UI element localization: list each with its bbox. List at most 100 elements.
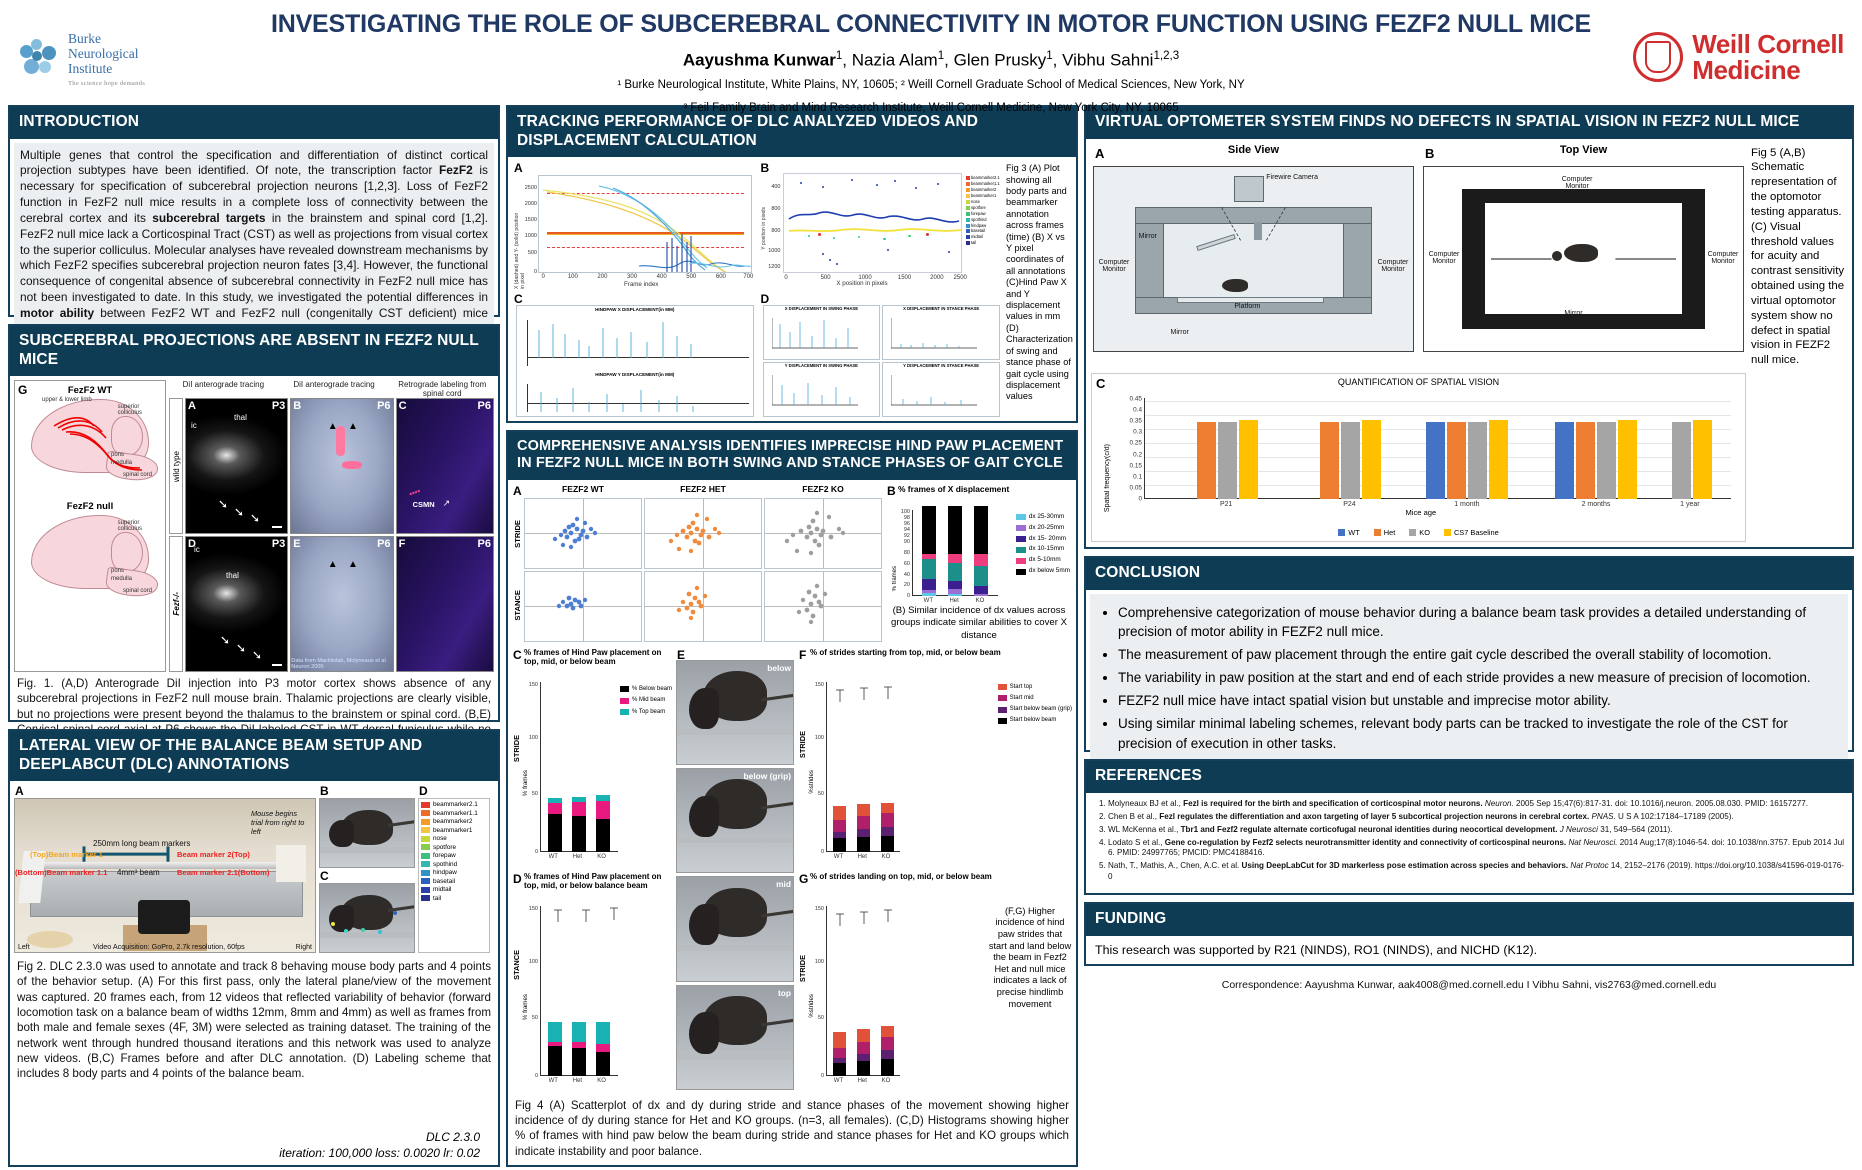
fig1-wt-label: FezF2 WT [67, 385, 113, 397]
fig4f-title: % of strides starting from top, mid, or … [810, 647, 1001, 657]
wc-line2: Medicine [1692, 55, 1801, 85]
fig4g-ylabel: %strides [808, 993, 815, 1018]
funding-heading: FUNDING [1086, 904, 1852, 936]
fig4g-caption: (F,G) Higher incidence of hind paw strid… [988, 905, 1072, 1009]
figure-1: G FezF2 WT upper & lower limb [14, 380, 495, 673]
weill-cornell-logo: Weill Cornell Medicine [1633, 22, 1844, 92]
side-view-title: Side View [1227, 143, 1280, 156]
fig4b-title: % frames of X displacement [898, 483, 1010, 494]
annot-right: Right [295, 943, 312, 951]
fig1-col-header-1: DiI anterograde tracing [182, 380, 265, 390]
annot-video-acquisition: Video Acquisition: GoPro, 2.7k resolutio… [93, 941, 245, 951]
annot-left: Left [18, 943, 30, 951]
label-computer-monitor-right-2: Computer Monitor [1707, 251, 1739, 266]
conclusion-heading: CONCLUSION [1086, 558, 1852, 590]
balance-beam-photo: 250mm long beam markers 4mm³ beam (Top)B… [14, 798, 316, 954]
fig3c-title-2: HINDPAW Y DISPLACEMENT(in MM) [595, 371, 675, 377]
fig4f-legend: Start top Start mid Start below beam (gr… [997, 682, 1072, 726]
burke-mark-icon [18, 37, 62, 81]
conclusion-bullet: The variability in paw position at the s… [1118, 668, 1836, 687]
phase-label-stance: STANCE [513, 590, 522, 622]
figure-5-caption: Fig 5 (A,B) Schematic representation of … [1751, 146, 1845, 367]
conclusion-bullet: Using similar minimal labeling schemes, … [1118, 714, 1836, 752]
fig5c-ylabel: Spatial frequency(c/d) [1104, 444, 1111, 513]
burke-tagline: The science hope demands [68, 80, 146, 88]
group-label-ko: FEZF2 KO [802, 483, 844, 494]
fig4b-legend: dx 25-30mm dx 20-25mm dx 15- 20mm dx 10-… [1015, 512, 1070, 577]
annot-beam-length: 250mm long beam markers [93, 838, 191, 848]
top-view-title: Top View [1559, 143, 1608, 156]
legend-item: tail [421, 895, 487, 902]
label-mirror-top: Mirror [1138, 232, 1157, 240]
poster-header: Burke Neurological Institute The science… [0, 0, 1862, 114]
fig4f-phase: STRIDE [798, 730, 807, 758]
paw-position-mid: mid [676, 876, 794, 982]
figure-3-panel-d: D X DISPLACEMENT IN SWING PHASE [759, 292, 1003, 417]
references-heading: REFERENCES [1086, 761, 1852, 793]
figure-3-panel-b: B [760, 161, 1000, 287]
fig1-row-label-null: Fezf-/- [171, 592, 181, 616]
fig4d-phase: STANCE [512, 950, 521, 981]
panel-lateral-view: LATERAL VIEW OF THE BALANCE BEAM SETUP A… [8, 729, 500, 1167]
group-label-het: FEZF2 HET [680, 483, 726, 494]
legend-item: nose [421, 835, 487, 842]
mouse-frame-before-dlc [319, 798, 415, 869]
fig4c-title: % frames of Hind Paw placement on top, m… [524, 647, 662, 666]
legend-item: beammarker1 [421, 827, 487, 834]
fig1-col-header-3: Retrograde labeling from spinal cord [398, 380, 487, 399]
label-computer-monitor-left-2: Computer Monitor [1428, 251, 1460, 266]
fig3c-title-1: HINDPAW X DISPLACEMENT(in MM) [595, 306, 675, 312]
label-platform: Platform [1234, 303, 1261, 311]
label-mirror-center: Mirror [1564, 310, 1583, 318]
fig3d-chart-1: X DISPLACEMENT IN SWING PHASE [762, 304, 881, 360]
figure-2-caption: Fig 2. DLC 2.3.0 was used to annotate an… [17, 960, 491, 1081]
author-list: Aayushma Kunwar1, Nazia Alam1, Glen Prus… [682, 50, 1180, 70]
fig1-col-header-2: DiI anterograde tracing [293, 380, 375, 390]
annot-bottom-marker-2: Beam marker 2.1(Bottom) [177, 868, 270, 878]
scatter-het-stance [644, 570, 762, 642]
page-title: INVESTIGATING THE ROLE OF SUBCEREBRAL CO… [270, 10, 1591, 38]
label-below-grip: below (grip) [743, 771, 791, 782]
scatter-ko-stance [764, 570, 882, 642]
introduction-heading: INTRODUCTION [10, 107, 498, 139]
figure-5-panel-a: A Side View [1091, 144, 1416, 352]
fig4d-ylabel: % frames [522, 993, 529, 1021]
figure-5-panel-b: B Top View [1421, 144, 1746, 352]
label-top: top [777, 987, 791, 998]
fig5c-legend: WT Het KO CS7 Baseline [1092, 528, 1745, 537]
paw-position-below-grip: below (grip) [676, 768, 794, 874]
fig1-null-label: FezF2 null [66, 501, 114, 513]
group-label-wt: FEZF2 WT [561, 483, 604, 494]
optometer-side-schematic: Firewire Camera Mirror Mirror Computer M… [1093, 165, 1414, 352]
legend-item: spotfore [421, 844, 487, 851]
panel-conclusion: CONCLUSION Comprehensive categorization … [1084, 556, 1854, 766]
figure-5-panel-c: C QUANTIFICATION OF SPATIAL VISION 0 0.0… [1091, 373, 1746, 542]
figure-4-panel-b: B % frames of X displacement 100 98 96 94 … [887, 483, 1070, 641]
label-below: below [767, 662, 791, 673]
fig4f-ylabel: %strides [808, 769, 815, 794]
fig4b-ylabel: % frames [892, 565, 898, 592]
figure-3-panel-c: C HINDPAW X DISPLACEMENT(in MM) [512, 292, 756, 417]
conclusion-bullet: Comprehensive categorization of mouse be… [1118, 603, 1836, 641]
legend-item: spothind [421, 861, 487, 868]
annot-mouse-begins: Mouse begins trial from right to left [251, 808, 305, 836]
references-list: Molyneaux BJ et al., Fezl is required fo… [1086, 793, 1852, 891]
scatter-het-stride [644, 497, 762, 569]
burke-line1: Burke [68, 30, 101, 46]
wc-line1: Weill Cornell [1692, 29, 1844, 59]
fig1-image-e: E P6 ▲ ▲ Data from Macklislab, Molyneaux… [290, 536, 394, 673]
figure-1-panel-g: G FezF2 WT upper & lower limb [14, 380, 166, 673]
legend-item: beammarker2.1 [421, 801, 487, 808]
column-left: INTRODUCTION Multiple genes that control… [8, 105, 500, 1167]
panel-funding: FUNDING This research was supported by R… [1084, 902, 1854, 966]
fig3d-chart-3: Y DISPLACEMENT IN SWING PHASE [762, 361, 881, 417]
conclusion-bullet: The measurement of paw placement through… [1118, 645, 1836, 664]
reference-item: Lodato S et al., Gene co-regulation by F… [1108, 838, 1844, 859]
fig4g-title: % of strides landing on top, mid, or bel… [810, 871, 992, 881]
panel-tracking: TRACKING PERFORMANCE OF DLC ANALYZED VID… [506, 105, 1078, 423]
fig1-image-b: B P6 ▲ ▲ [290, 398, 394, 535]
brain-schematic-wt-icon: upper & lower limb superior colliculus po… [31, 397, 160, 484]
figure-4-panel-c: C % frames of Hind Paw placement on top,… [512, 647, 672, 860]
first-author: Aayushma Kunwar [682, 50, 836, 70]
affiliation-1: ¹ Burke Neurological Institute, White Pl… [617, 78, 1245, 91]
